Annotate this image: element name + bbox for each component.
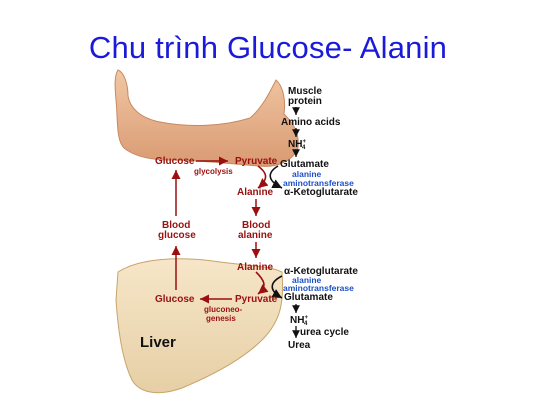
alanine-bottom-label: Alanine [237, 262, 274, 273]
glycolysis-label: glycolysis [194, 167, 233, 176]
alanine-at-bot-2: aminotransferase [283, 283, 354, 293]
transamination-arrow-top-a [257, 165, 269, 189]
amino-acids-label: Amino acids [281, 117, 341, 128]
pyruvate-bottom-label: Pyruvate [235, 294, 278, 305]
akg-bottom-label: α-Ketoglutarate [284, 266, 358, 277]
glutamate-bottom-label: Glutamate [284, 292, 333, 303]
nh4-top-label: NH+ 4 [288, 139, 306, 151]
urea-label: Urea [288, 340, 311, 351]
glucose-top-label: Glucose [155, 156, 195, 167]
blood-glucose-2: glucose [158, 230, 196, 241]
protein-label: protein [288, 96, 322, 107]
glucose-bottom-label: Glucose [155, 294, 195, 305]
muscle-label: Muscle [288, 86, 322, 97]
blood-glucose-1: Blood [162, 220, 190, 231]
transamination-arrow-bot-b [271, 275, 283, 299]
alanine-at-top-2: aminotransferase [283, 178, 354, 188]
akg-top-label: α-Ketoglutarate [284, 187, 358, 198]
blood-alanine-1: Blood [242, 220, 270, 231]
blood-alanine-2: alanine [238, 230, 273, 241]
alanine-at-top-1: alanine [292, 169, 322, 179]
transamination-arrow-top-b [269, 165, 283, 189]
liver-label: Liver [140, 334, 176, 351]
glutamate-top-label: Glutamate [280, 159, 329, 170]
liver-illustration [115, 258, 284, 394]
transamination-arrow-bot-a [255, 271, 269, 295]
arm-illustration [114, 69, 299, 167]
alanine-top-label: Alanine [237, 187, 274, 198]
urea-cycle-label: urea cycle [300, 327, 349, 338]
pyruvate-top-label: Pyruvate [235, 156, 278, 167]
gluconeo-label-2: genesis [206, 314, 236, 323]
page-title: Chu trình Glucose- Alanin [88, 30, 448, 65]
gluconeo-label-1: gluconeo- [204, 305, 243, 314]
nh4-bottom-label: NH+ 4 [290, 315, 308, 327]
alanine-at-bot-1: alanine [292, 275, 322, 285]
